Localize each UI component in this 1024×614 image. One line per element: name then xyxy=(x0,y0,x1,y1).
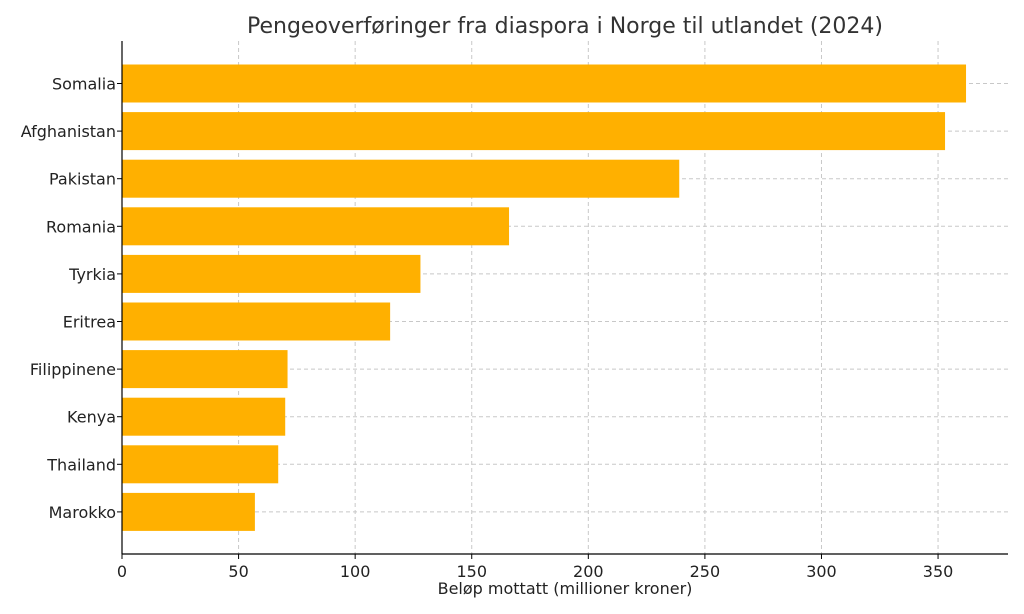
x-tick-label-50: 50 xyxy=(228,562,248,581)
chart-title: Pengeoverføringer fra diaspora i Norge t… xyxy=(247,14,883,39)
category-label-afghanistan: Afghanistan xyxy=(21,122,116,141)
x-axis-label: Beløp mottatt (millioner kroner) xyxy=(438,579,693,598)
category-label-tyrkia: Tyrkia xyxy=(68,265,116,284)
bar-romania xyxy=(122,207,510,246)
category-label-romania: Romania xyxy=(46,217,116,236)
bar-thailand xyxy=(122,445,279,484)
x-tick-label-300: 300 xyxy=(806,562,837,581)
bar-marokko xyxy=(122,492,255,531)
x-tick-label-0: 0 xyxy=(117,562,127,581)
category-label-eritrea: Eritrea xyxy=(63,313,116,332)
bar-somalia xyxy=(122,64,967,103)
x-tick-label-100: 100 xyxy=(340,562,371,581)
bar-tyrkia xyxy=(122,254,421,293)
bar-kenya xyxy=(122,397,286,436)
category-label-kenya: Kenya xyxy=(67,408,116,427)
category-label-filippinene: Filippinene xyxy=(30,360,116,379)
axes xyxy=(117,41,1008,559)
bar-eritrea xyxy=(122,302,391,341)
category-label-thailand: Thailand xyxy=(46,455,116,474)
bar-afghanistan xyxy=(122,112,946,151)
bars xyxy=(122,64,967,531)
category-label-marokko: Marokko xyxy=(49,503,116,522)
category-labels: Somalia Afghanistan Pakistan Romania Tyrkia E… xyxy=(21,75,116,522)
x-tick-label-150: 150 xyxy=(456,562,487,581)
bar-pakistan xyxy=(122,159,680,198)
x-tick-labels: 0 50 100 150 200 250 300 350 xyxy=(117,562,953,581)
category-label-somalia: Somalia xyxy=(52,75,116,94)
bar-filippinene xyxy=(122,350,288,389)
category-label-pakistan: Pakistan xyxy=(49,170,116,189)
x-tick-label-350: 350 xyxy=(923,562,954,581)
x-tick-label-200: 200 xyxy=(573,562,604,581)
x-tick-label-250: 250 xyxy=(690,562,721,581)
